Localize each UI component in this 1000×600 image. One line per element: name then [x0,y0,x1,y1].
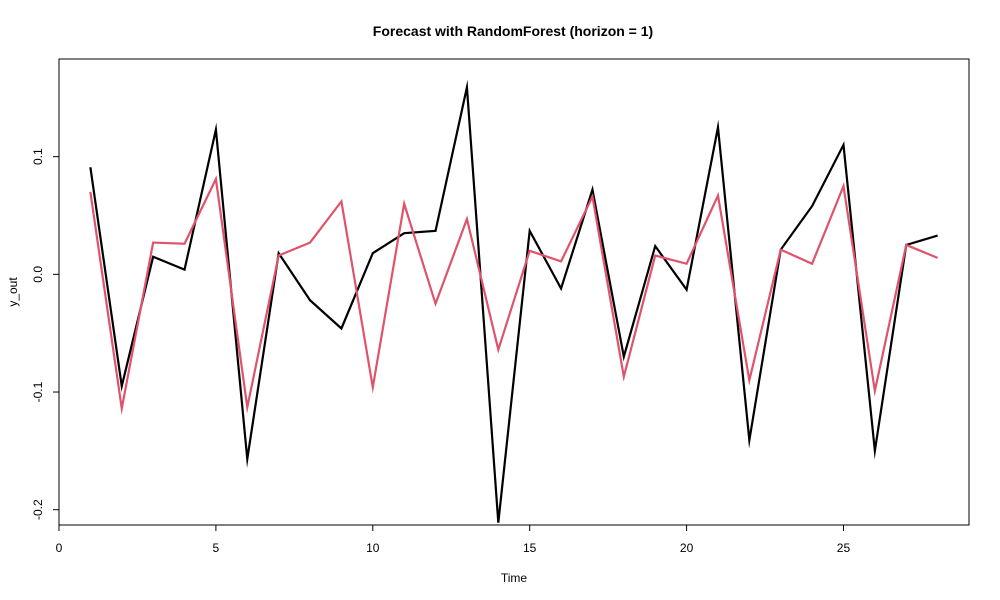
x-axis: 0 5 10 15 20 25 [56,524,851,555]
series-line-1 [89,79,938,523]
y-axis: -0.2 -0.1 0.0 0.1 [31,148,60,520]
y-tick-label: 0.1 [31,148,45,165]
series-line-2 [89,175,939,416]
y-tick-label: 0.0 [31,266,45,283]
x-tick-label: 15 [523,541,537,555]
y-tick-label: -0.2 [31,499,45,520]
x-tick-label: 20 [680,541,694,555]
x-tick-label: 25 [837,541,851,555]
plot-box [58,58,970,526]
x-tick-label: 0 [56,541,63,555]
series-layer [89,79,939,523]
chart-title: Forecast with RandomForest (horizon = 1) [373,23,653,39]
x-tick-label: 5 [213,541,220,555]
y-axis-label: y_out [6,277,20,307]
y-tick-label: -0.1 [31,381,45,402]
x-tick-label: 10 [366,541,380,555]
x-axis-label: Time [501,571,528,585]
